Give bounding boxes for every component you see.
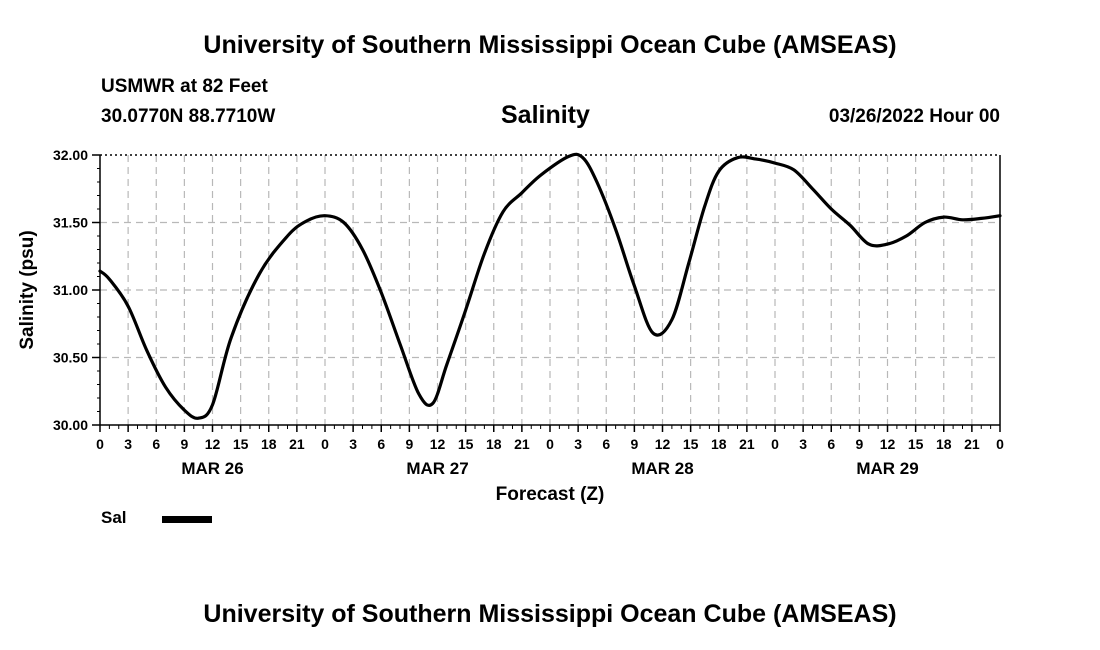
x-tick-label: 9 [405, 436, 413, 452]
x-tick-label: 0 [96, 436, 104, 452]
x-tick-label: 0 [996, 436, 1004, 452]
x-tick-label: 0 [321, 436, 329, 452]
x-tick-label: 18 [261, 436, 277, 452]
y-tick-label: 31.00 [53, 282, 88, 298]
x-tick-label: 21 [964, 436, 980, 452]
chart-title: Salinity [501, 101, 590, 129]
y-tick-label: 30.50 [53, 350, 88, 366]
x-tick-label: 9 [180, 436, 188, 452]
x-tick-label: 12 [205, 436, 221, 452]
x-tick-label: 12 [430, 436, 446, 452]
x-tick-label: 9 [630, 436, 638, 452]
x-tick-label: 6 [827, 436, 835, 452]
series-line-sal [98, 152, 1002, 420]
date-label: MAR 29 [856, 459, 918, 478]
x-tick-label: 6 [602, 436, 610, 452]
x-tick-label: 18 [711, 436, 727, 452]
x-tick-label: 6 [377, 436, 385, 452]
x-tick-label: 18 [936, 436, 952, 452]
x-tick-label: 15 [683, 436, 699, 452]
x-tick-label: 0 [771, 436, 779, 452]
date-label: MAR 27 [406, 459, 468, 478]
date-label: MAR 26 [181, 459, 243, 478]
y-axis-title: Salinity (psu) [17, 230, 38, 349]
y-tick-label: 32.00 [53, 147, 88, 163]
date-label: 03/26/2022 Hour 00 [828, 106, 1000, 127]
x-tick-label: 0 [546, 436, 554, 452]
y-tick-label: 30.00 [53, 417, 88, 433]
x-tick-label: 18 [486, 436, 502, 452]
x-tick-label: 12 [880, 436, 896, 452]
date-label: MAR 28 [631, 459, 693, 478]
legend-line-swatch [162, 516, 212, 523]
x-tick-label: 6 [152, 436, 160, 452]
x-axis-title: Forecast (Z) [496, 484, 605, 505]
x-tick-label: 21 [514, 436, 530, 452]
x-tick-label: 15 [908, 436, 924, 452]
x-tick-label: 3 [349, 436, 357, 452]
x-tick-label: 3 [574, 436, 582, 452]
x-tick-label: 21 [739, 436, 755, 452]
footer-title: University of Southern Mississippi Ocean… [203, 600, 897, 628]
y-tick-label: 31.50 [53, 215, 88, 231]
station-label: USMWR at 82 Feet [101, 76, 268, 97]
x-tick-label: 9 [855, 436, 863, 452]
x-tick-label: 12 [655, 436, 671, 452]
main-title: University of Southern Mississippi Ocean… [203, 31, 897, 59]
x-tick-label: 15 [458, 436, 474, 452]
x-tick-label: 21 [289, 436, 305, 452]
legend-label: Sal [101, 508, 127, 527]
x-tick-label: 3 [124, 436, 132, 452]
x-tick-label: 15 [233, 436, 249, 452]
x-tick-label: 3 [799, 436, 807, 452]
location-label: 30.0770N 88.7710W [101, 106, 276, 127]
